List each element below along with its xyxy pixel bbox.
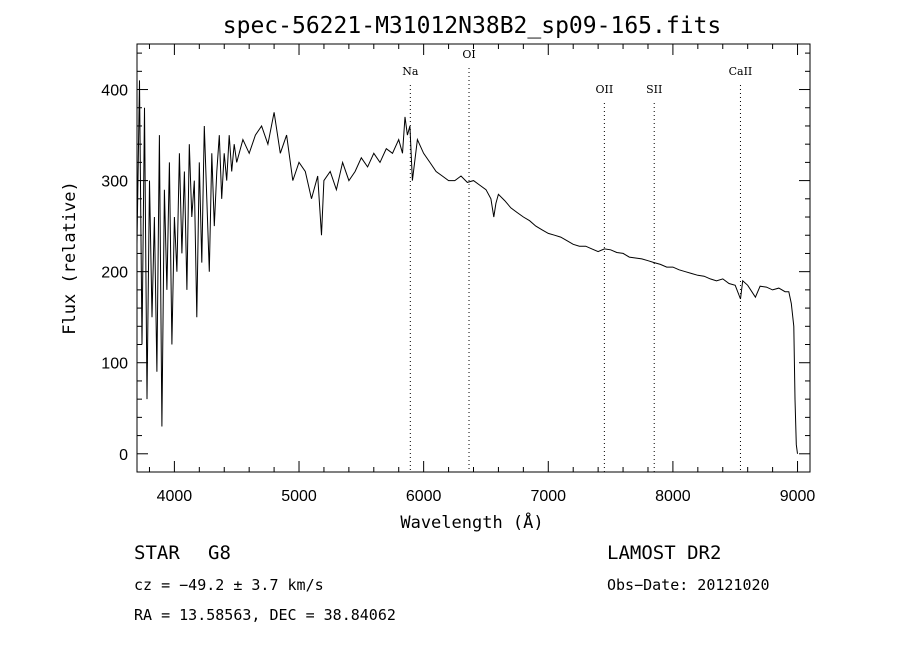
- y-tick-label: 200: [101, 265, 128, 282]
- y-tick-label: 300: [101, 174, 128, 191]
- x-tick-label: 7000: [530, 488, 566, 505]
- spectral-line-markers: Na OI OII SII CaII: [402, 48, 752, 472]
- x-tick-label: 9000: [780, 488, 816, 505]
- x-tick-label: 8000: [655, 488, 691, 505]
- x-axis-label: Wavelength (Å): [400, 511, 543, 533]
- observation-date: Obs−Date: 20121020: [607, 576, 770, 594]
- annotation-label: Na: [402, 65, 419, 78]
- object-class: STAR: [134, 542, 180, 564]
- redshift-cz: cz = −49.2 ± 3.7 km/s: [134, 576, 324, 594]
- ra-dec-coordinates: RA = 13.58563, DEC = 38.84062: [134, 606, 396, 624]
- object-subclass: G8: [208, 542, 231, 564]
- annotation-label: CaII: [729, 65, 753, 78]
- survey-name: LAMOST DR2: [607, 542, 721, 564]
- axis-ticks: 4000 5000 6000 7000 8000 9000 0 100 200 300 400: [101, 44, 815, 505]
- x-tick-label: 6000: [406, 488, 442, 505]
- x-tick-label: 4000: [157, 488, 193, 505]
- y-tick-label: 0: [119, 447, 128, 464]
- x-tick-label: 5000: [281, 488, 317, 505]
- chart-title: spec-56221-M31012N38B2_sp09-165.fits: [223, 13, 722, 39]
- spectrum-series-line: [136, 80, 798, 454]
- annotation-label: SII: [646, 83, 662, 96]
- y-axis-label: Flux (relative): [60, 181, 80, 335]
- y-tick-label: 400: [101, 83, 128, 100]
- y-tick-label: 100: [101, 356, 128, 373]
- annotation-label: OII: [596, 83, 614, 96]
- annotation-label: OI: [462, 48, 475, 61]
